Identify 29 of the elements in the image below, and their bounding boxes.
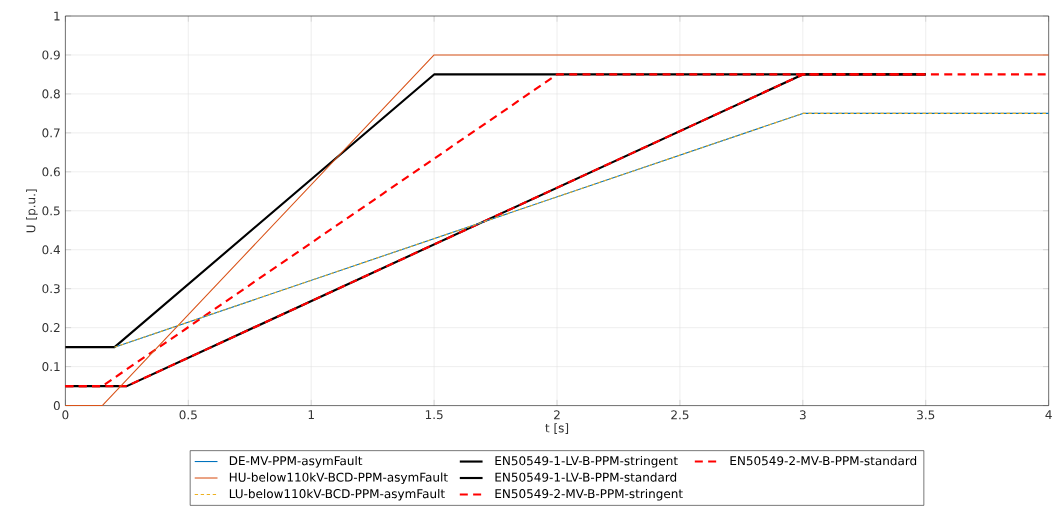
y-tick-label: 0.4 <box>42 245 60 255</box>
y-tick-label: 0.6 <box>42 167 60 177</box>
x-tick-label: 0 <box>62 410 69 420</box>
x-axis-title: t [s] <box>545 423 569 434</box>
legend-label: LU-below110kV-BCD-PPM-asymFault <box>229 488 445 501</box>
x-tick-label: 4 <box>1045 410 1052 419</box>
legend-label: EN50549-1-LV-B-PPM-standard <box>495 472 677 482</box>
y-tick-label: 0.3 <box>42 284 60 294</box>
x-tick-label: 3.5 <box>917 410 935 420</box>
y-tick-label: 0.8 <box>42 89 60 99</box>
y-tick-label: 0.5 <box>42 206 60 216</box>
y-tick-label: 0.7 <box>42 128 60 138</box>
x-tick-label: 1.5 <box>425 410 443 420</box>
legend-label: EN50549-2-MV-B-PPM-standard <box>730 455 917 466</box>
legend-label: DE-MV-PPM-asymFault <box>229 455 363 468</box>
y-tick-label: 0.9 <box>42 50 60 60</box>
y-axis-title: U [p.u.] <box>26 189 38 233</box>
legend-label: EN50549-2-MV-B-PPM-stringent <box>495 488 683 501</box>
y-tick-label: 0.1 <box>42 361 60 371</box>
legend-label: EN50549-1-LV-B-PPM-stringent <box>495 455 678 468</box>
x-tick-label: 1 <box>308 410 314 419</box>
y-tick-label: 1 <box>54 11 60 21</box>
x-tick-label: 2.5 <box>671 410 689 420</box>
x-tick-label: 3 <box>799 410 806 420</box>
x-tick-label: 0.5 <box>179 410 197 420</box>
legend-label: HU-below110kV-BCD-PPM-asymFault <box>229 472 448 484</box>
y-tick-label: 0 <box>53 400 60 410</box>
x-tick-label: 2 <box>554 410 560 420</box>
y-tick-label: 0.2 <box>42 322 60 333</box>
